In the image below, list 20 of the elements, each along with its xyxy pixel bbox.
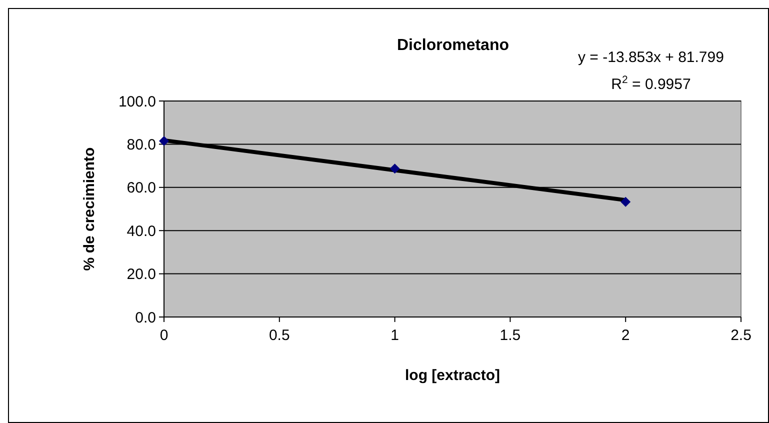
y-tick-label: 100.0 — [118, 93, 156, 110]
x-tick-label: 1.5 — [500, 327, 521, 344]
x-tick-label: 0.5 — [268, 327, 290, 344]
chart-title: Diclorometano — [396, 37, 510, 54]
y-axis-title: % de crecimiento — [81, 147, 98, 271]
x-tick-label: 2.5 — [730, 327, 752, 344]
y-tick-label: 80.0 — [126, 136, 156, 154]
x-tick-label: 1 — [390, 327, 399, 344]
text: R$^{2}$ = 0.9957 — [611, 74, 691, 93]
y-tick-label: 0.0 — [135, 309, 156, 326]
point — [159, 136, 169, 146]
point — [620, 196, 631, 207]
text: y = -13.853x + 81.799 — [578, 49, 724, 66]
y-tick-label: 20.0 — [126, 266, 156, 284]
x-tick-label: 2 — [621, 327, 630, 344]
point — [390, 164, 400, 174]
y-tick-label: 60.0 — [126, 180, 156, 197]
x-axis-title: log [extracto] — [404, 367, 500, 384]
y-tick-label: 40.0 — [126, 222, 156, 240]
x-tick-label: 0 — [160, 327, 168, 344]
